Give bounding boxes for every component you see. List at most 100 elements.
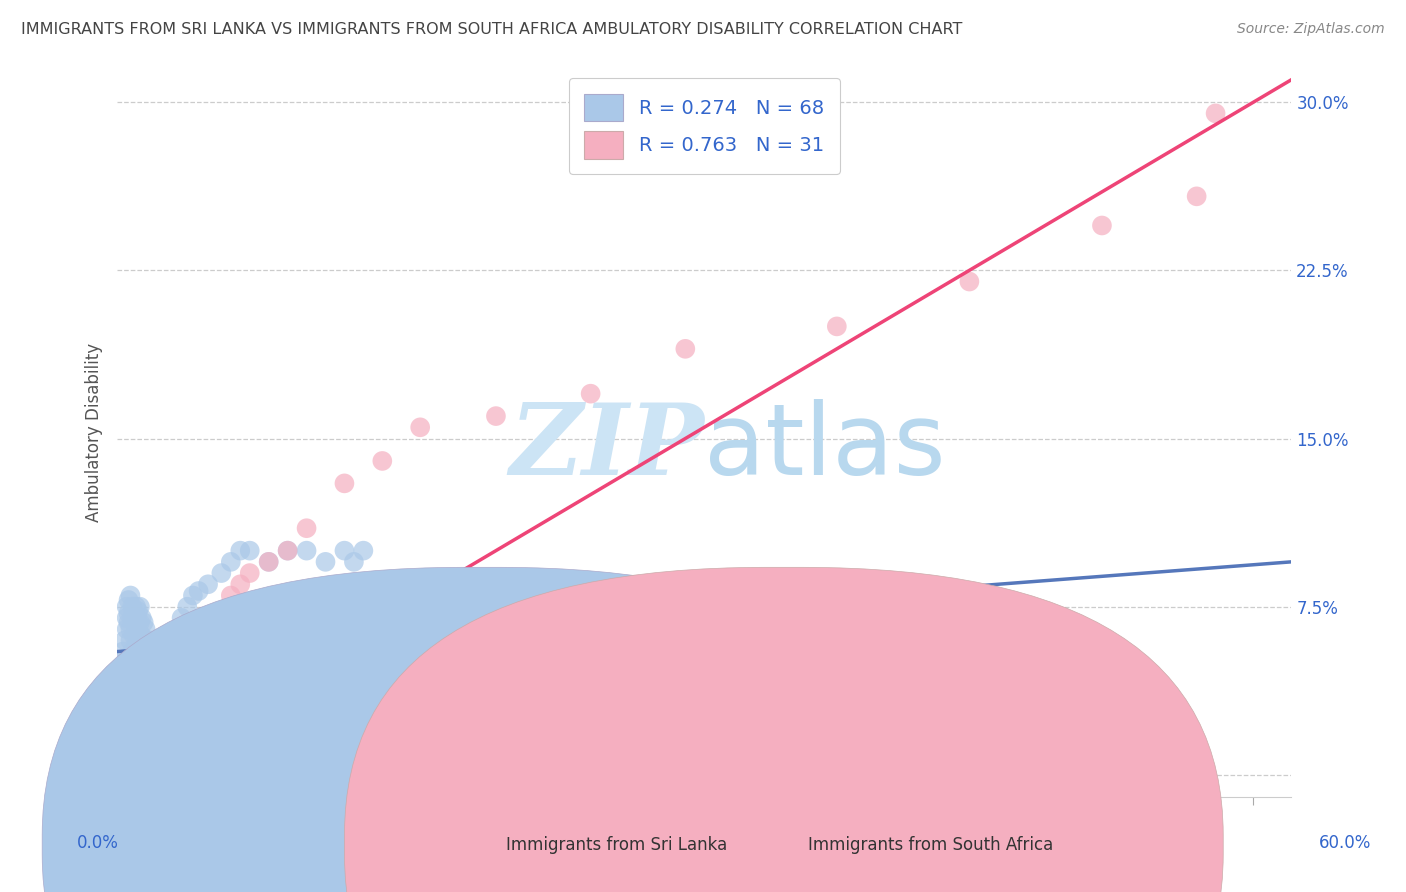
Point <box>111 667 134 681</box>
Point <box>120 622 142 636</box>
Point <box>333 476 356 491</box>
Point <box>125 611 148 625</box>
Point <box>149 638 172 652</box>
Text: IMMIGRANTS FROM SRI LANKA VS IMMIGRANTS FROM SOUTH AFRICA AMBULATORY DISABILITY : IMMIGRANTS FROM SRI LANKA VS IMMIGRANTS … <box>21 22 963 37</box>
Point <box>127 633 149 648</box>
Point <box>129 626 152 640</box>
Point <box>135 700 157 714</box>
Point <box>333 543 356 558</box>
Point <box>295 521 318 535</box>
Text: atlas: atlas <box>704 399 946 496</box>
Point <box>136 644 159 658</box>
Point <box>371 454 394 468</box>
Point <box>239 566 262 580</box>
Point <box>135 622 157 636</box>
Text: Immigrants from South Africa: Immigrants from South Africa <box>808 836 1053 854</box>
Point <box>138 633 160 648</box>
Point <box>219 555 242 569</box>
Point <box>257 555 280 569</box>
Point <box>673 342 696 356</box>
Point <box>127 604 149 618</box>
Point <box>197 577 219 591</box>
Point <box>127 615 149 630</box>
Point <box>125 638 148 652</box>
Point <box>143 651 166 665</box>
Point <box>170 611 193 625</box>
Point <box>117 615 139 630</box>
Point <box>172 633 194 648</box>
Point <box>115 622 138 636</box>
Point <box>121 611 143 625</box>
Point <box>343 555 366 569</box>
Point <box>148 644 170 658</box>
Point <box>129 599 152 614</box>
Point <box>120 589 142 603</box>
Text: ZIP: ZIP <box>509 400 704 496</box>
Point <box>153 656 176 670</box>
Point <box>142 638 165 652</box>
Point <box>132 615 155 630</box>
Point <box>257 555 280 569</box>
Point <box>485 409 508 423</box>
Point <box>277 543 299 558</box>
Point <box>181 622 204 636</box>
Point <box>239 543 262 558</box>
Point <box>141 644 163 658</box>
Point <box>163 629 186 643</box>
Point <box>229 577 252 591</box>
Point <box>143 678 166 692</box>
Point <box>125 622 148 636</box>
Point <box>187 584 209 599</box>
Point <box>153 644 176 658</box>
Point <box>159 638 181 652</box>
Point <box>352 543 374 558</box>
Point <box>110 750 132 764</box>
Point <box>110 712 132 726</box>
Text: 0.0%: 0.0% <box>77 834 120 852</box>
Point <box>825 319 848 334</box>
Point <box>1091 219 1114 233</box>
Point <box>110 656 132 670</box>
Point <box>176 599 198 614</box>
Point <box>229 543 252 558</box>
Point <box>209 566 232 580</box>
Point <box>121 599 143 614</box>
Point <box>114 678 136 692</box>
Point <box>579 386 602 401</box>
Point <box>115 611 138 625</box>
Point <box>122 607 145 621</box>
Point <box>132 633 155 648</box>
Point <box>166 622 188 636</box>
Point <box>157 633 180 648</box>
Point <box>148 667 170 681</box>
Point <box>135 638 157 652</box>
Point <box>115 746 138 760</box>
Point <box>409 420 432 434</box>
Point <box>117 593 139 607</box>
Point <box>125 723 148 737</box>
Point <box>957 275 980 289</box>
Point <box>315 555 337 569</box>
Point <box>163 644 186 658</box>
Point <box>277 543 299 558</box>
Point <box>125 599 148 614</box>
Y-axis label: Ambulatory Disability: Ambulatory Disability <box>86 343 103 523</box>
Point <box>117 607 139 621</box>
Point <box>122 615 145 630</box>
Point <box>121 644 143 658</box>
Point <box>122 629 145 643</box>
Point <box>152 651 174 665</box>
Text: Immigrants from Sri Lanka: Immigrants from Sri Lanka <box>506 836 727 854</box>
Point <box>1205 106 1227 120</box>
Point <box>129 712 152 726</box>
Point <box>120 633 142 648</box>
Point <box>131 611 153 625</box>
Point <box>114 633 136 648</box>
Point <box>146 633 169 648</box>
Legend: R = 0.274   N = 68, R = 0.763   N = 31: R = 0.274 N = 68, R = 0.763 N = 31 <box>569 78 839 174</box>
Point <box>1185 189 1208 203</box>
Point <box>129 615 152 630</box>
Point <box>131 629 153 643</box>
Point <box>121 734 143 748</box>
Text: 60.0%: 60.0% <box>1319 834 1371 852</box>
